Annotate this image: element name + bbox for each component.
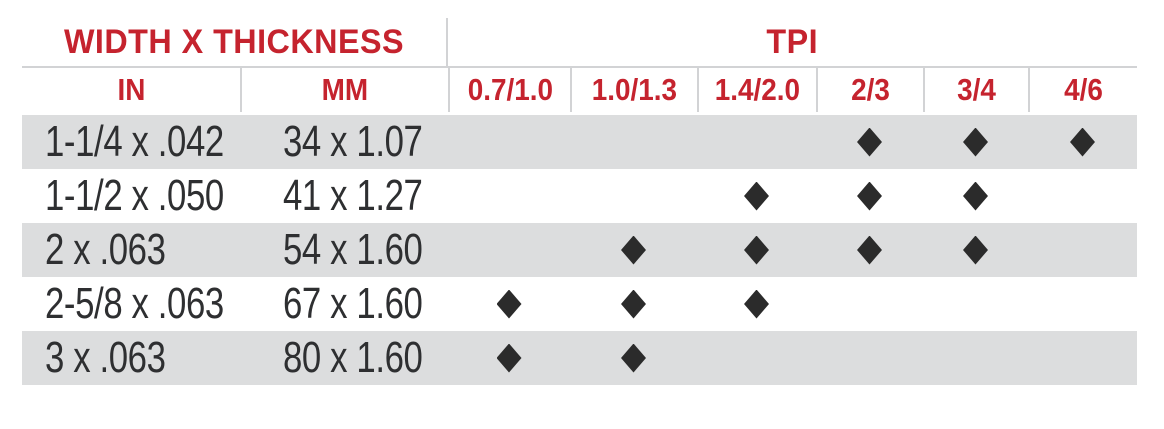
tpi-group-label: TPI — [766, 22, 819, 61]
group-header-width-thickness: WIDTH X THICKNESS — [22, 18, 448, 66]
tpi-column-label: 2/3 — [851, 72, 890, 107]
diamond-marker-icon — [963, 181, 988, 211]
tpi-marker-cell — [923, 235, 1028, 265]
diamond-marker-icon — [744, 289, 769, 319]
group-header-tpi: TPI — [448, 18, 1137, 66]
tpi-column-label: 0.7/1.0 — [467, 72, 553, 107]
table-row: 2 x .063 54 x 1.60 — [22, 223, 1137, 277]
column-header-tpi-1.0-1.3: 1.0/1.3 — [570, 68, 697, 112]
table-row: 3 x .063 80 x 1.60 — [22, 331, 1137, 385]
tpi-marker-cell — [816, 127, 923, 157]
mm-size-value: 54 x 1.60 — [283, 225, 423, 274]
diamond-marker-icon — [963, 235, 988, 265]
diamond-marker-icon — [496, 343, 522, 373]
mm-size-cell: 67 x 1.60 — [240, 279, 448, 329]
tpi-column-label: 4/6 — [1064, 72, 1103, 107]
tpi-marker-cell — [570, 235, 697, 265]
mm-size-value: 34 x 1.07 — [283, 117, 423, 166]
in-size-value: 1-1/2 x .050 — [45, 171, 224, 220]
diamond-marker-icon — [621, 235, 646, 265]
in-size-value: 2 x .063 — [45, 225, 166, 274]
mm-column-label: MM — [321, 72, 369, 107]
tpi-marker-cell — [448, 289, 570, 319]
column-header-mm: MM — [240, 68, 448, 112]
column-header-tpi-1.4-2.0: 1.4/2.0 — [697, 68, 816, 112]
in-size-cell: 2-5/8 x .063 — [22, 279, 240, 329]
diamond-marker-icon — [744, 235, 769, 265]
column-header-in: IN — [22, 68, 240, 112]
in-size-value: 2-5/8 x .063 — [45, 279, 224, 328]
tpi-marker-cell — [923, 181, 1028, 211]
in-size-cell: 1-1/2 x .050 — [22, 171, 240, 221]
diamond-marker-icon — [963, 127, 988, 157]
diamond-marker-icon — [496, 289, 522, 319]
diamond-marker-icon — [857, 181, 882, 211]
width-thickness-group-label: WIDTH X THICKNESS — [63, 22, 405, 61]
column-header-row: IN MM 0.7/1.0 1.0/1.3 1.4/2.0 2/3 3/4 4/… — [22, 66, 1137, 112]
tpi-marker-cell — [570, 289, 697, 319]
in-size-cell: 2 x .063 — [22, 225, 240, 275]
mm-size-cell: 41 x 1.27 — [240, 171, 448, 221]
in-size-value: 3 x .063 — [45, 333, 166, 382]
diamond-marker-icon — [621, 343, 646, 373]
tpi-marker-cell — [816, 181, 923, 211]
in-size-value: 1-1/4 x .042 — [45, 117, 224, 166]
diamond-marker-icon — [1070, 127, 1095, 157]
tpi-marker-cell — [923, 127, 1028, 157]
tpi-marker-cell — [448, 343, 570, 373]
in-size-cell: 1-1/4 x .042 — [22, 117, 240, 167]
mm-size-cell: 34 x 1.07 — [240, 117, 448, 167]
mm-size-value: 41 x 1.27 — [283, 171, 423, 220]
table-row: 1-1/2 x .050 41 x 1.27 — [22, 169, 1137, 223]
diamond-marker-icon — [744, 181, 769, 211]
table-row: 2-5/8 x .063 67 x 1.60 — [22, 277, 1137, 331]
table-row: 1-1/4 x .042 34 x 1.07 — [22, 115, 1137, 169]
mm-size-value: 80 x 1.60 — [283, 333, 423, 382]
tpi-marker-cell — [570, 343, 697, 373]
mm-size-cell: 54 x 1.60 — [240, 225, 448, 275]
tpi-column-label: 3/4 — [957, 72, 996, 107]
mm-size-value: 67 x 1.60 — [283, 279, 423, 328]
blade-spec-table: WIDTH X THICKNESS TPI IN MM 0.7/1.0 1.0/… — [22, 18, 1137, 385]
diamond-marker-icon — [857, 235, 882, 265]
in-size-cell: 3 x .063 — [22, 333, 240, 383]
mm-size-cell: 80 x 1.60 — [240, 333, 448, 383]
column-header-tpi-0.7-1.0: 0.7/1.0 — [448, 68, 570, 112]
group-header-row: WIDTH X THICKNESS TPI — [22, 18, 1137, 66]
tpi-marker-cell — [1028, 127, 1137, 157]
in-column-label: IN — [117, 72, 145, 107]
diamond-marker-icon — [857, 127, 882, 157]
column-header-tpi-2-3: 2/3 — [816, 68, 923, 112]
tpi-column-label: 1.0/1.3 — [591, 72, 678, 107]
tpi-marker-cell — [697, 235, 816, 265]
tpi-marker-cell — [697, 181, 816, 211]
tpi-marker-cell — [697, 289, 816, 319]
column-header-tpi-4-6: 4/6 — [1028, 68, 1137, 112]
tpi-marker-cell — [816, 235, 923, 265]
column-header-tpi-3-4: 3/4 — [923, 68, 1028, 112]
tpi-column-label: 1.4/2.0 — [714, 72, 801, 107]
diamond-marker-icon — [621, 289, 646, 319]
